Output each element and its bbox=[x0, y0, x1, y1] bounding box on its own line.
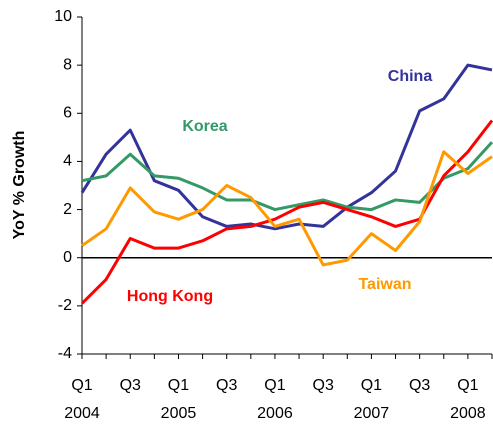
series-label: Taiwan bbox=[358, 276, 411, 293]
x-year-label: 2006 bbox=[257, 405, 293, 422]
y-tick-label: 6 bbox=[63, 105, 72, 122]
series-label: Korea bbox=[182, 118, 227, 135]
series-label: China bbox=[388, 68, 433, 85]
x-tick-label: Q1 bbox=[264, 377, 285, 394]
y-tick-label: -4 bbox=[58, 345, 72, 362]
x-tick-label: Q1 bbox=[457, 377, 478, 394]
y-tick-label: 8 bbox=[63, 56, 72, 73]
x-tick-label: Q3 bbox=[120, 377, 141, 394]
y-tick-label: 10 bbox=[54, 8, 72, 25]
x-year-label: 2005 bbox=[161, 405, 197, 422]
x-year-label: 2007 bbox=[354, 405, 390, 422]
y-tick-label: 2 bbox=[63, 201, 72, 218]
series-line bbox=[80, 63, 493, 231]
x-tick-label: Q1 bbox=[71, 377, 92, 394]
series-line bbox=[81, 150, 493, 267]
x-tick-label: Q1 bbox=[168, 377, 189, 394]
x-tick-label: Q3 bbox=[313, 377, 334, 394]
x-tick-label: Q3 bbox=[216, 377, 237, 394]
series-label: Hong Kong bbox=[127, 288, 213, 305]
x-year-label: 2004 bbox=[64, 405, 100, 422]
y-tick-label: 4 bbox=[63, 153, 72, 170]
series-line bbox=[80, 119, 493, 305]
x-year-label: 2008 bbox=[450, 405, 486, 422]
x-tick-label: Q1 bbox=[361, 377, 382, 394]
series-line bbox=[81, 141, 493, 212]
y-axis-label: YoY % Growth bbox=[11, 131, 28, 240]
y-tick-label: -2 bbox=[58, 297, 72, 314]
x-tick-label: Q3 bbox=[409, 377, 430, 394]
y-tick-label: 0 bbox=[63, 249, 72, 266]
